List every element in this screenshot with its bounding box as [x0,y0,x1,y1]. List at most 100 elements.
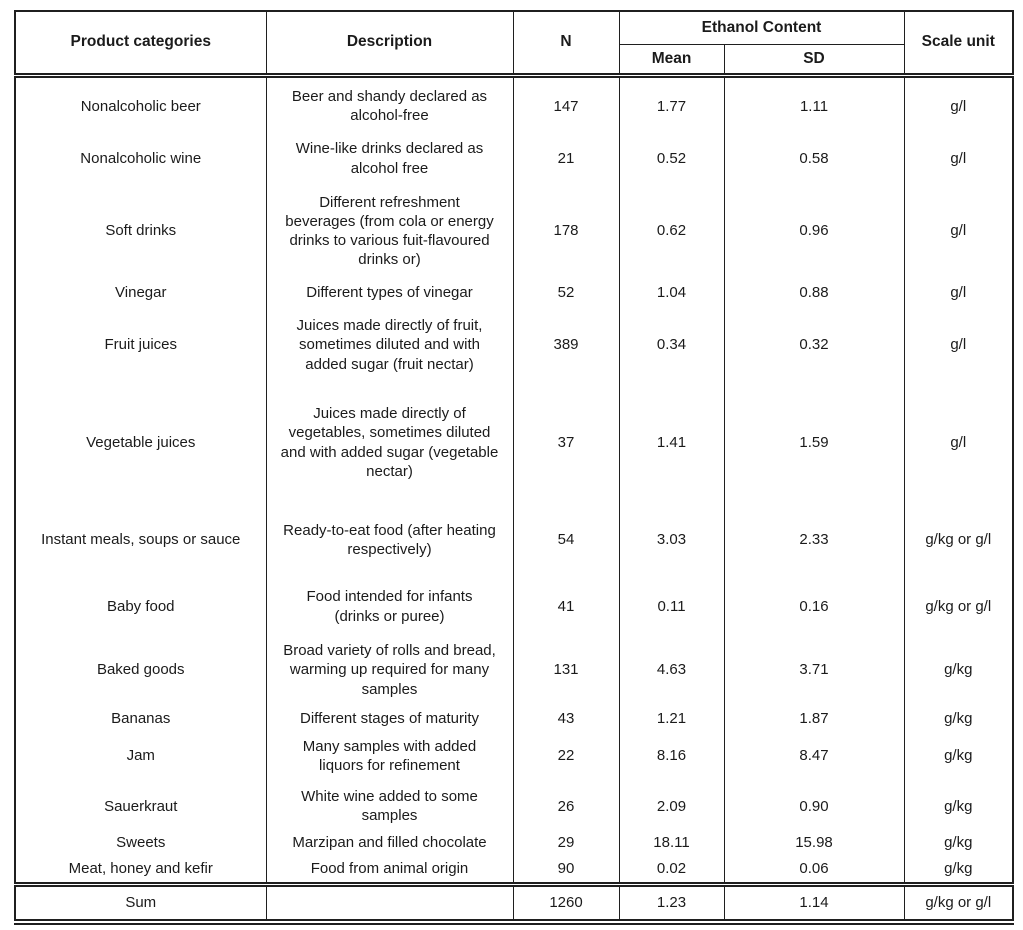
cell-description: Beer and shandy declared as alcohol-free [265,75,514,135]
cell-description: Different types of vinegar [265,280,514,305]
cell-sd: 0.06 [723,854,905,885]
table-header: Product categories Description N Ethanol… [14,11,1014,78]
cell-mean: 2.09 [618,781,725,832]
cell-sd: 1.87 [723,707,905,731]
col-header-product-categories: Product categories [14,11,267,78]
cell-sd: 0.32 [723,305,905,385]
table-row: Instant meals, soups or sauce Ready-to-ea… [14,500,1014,580]
cell-description: Food intended for infants (drinks or pur… [265,580,514,633]
cell-sd: 15.98 [723,831,905,855]
cell-mean: 1.23 [618,881,725,925]
table-row: Meat, honey and kefir Food from animal or… [14,854,1014,885]
cell-n: 389 [512,305,620,385]
cell-description: Food from animal origin [265,854,514,885]
cell-sd: 3.71 [723,633,905,707]
cell-description: Juices made directly of fruit, sometimes… [265,305,514,385]
cell-product-category: Soft drinks [14,182,267,280]
cell-description: Broad variety of rolls and bread, warmin… [265,633,514,707]
cell-scale-unit: g/kg [903,730,1014,782]
cell-product-category: Vinegar [14,280,267,305]
cell-n: 41 [512,580,620,633]
cell-scale-unit: g/l [903,182,1014,280]
ethanol-content-table: Product categories Description N Ethanol… [14,10,1014,925]
cell-product-category: Instant meals, soups or sauce [14,500,267,580]
cell-scale-unit: g/kg [903,707,1014,731]
col-header-description: Description [265,11,514,78]
header-row-top: Product categories Description N Ethanol… [14,11,1014,78]
cell-sd: 0.16 [723,580,905,633]
cell-sd: 0.96 [723,182,905,280]
table-sum-row: Sum 1260 1.23 1.14 g/kg or g/l [14,881,1014,925]
cell-scale-unit: g/l [903,135,1014,182]
cell-n: 22 [512,730,620,782]
cell-sd: 1.59 [723,385,905,500]
cell-scale-unit: g/l [903,305,1014,385]
cell-product-category: Jam [14,730,267,782]
cell-n: 90 [512,854,620,885]
cell-scale-unit: g/l [903,75,1014,135]
cell-mean: 0.02 [618,854,725,885]
cell-scale-unit: g/kg [903,854,1014,885]
cell-n: 43 [512,707,620,731]
cell-sd: 8.47 [723,730,905,782]
cell-scale-unit: g/l [903,385,1014,500]
cell-description: White wine added to some samples [265,781,514,832]
cell-sd: 2.33 [723,500,905,580]
cell-sd: 1.11 [723,75,905,135]
cell-n: 29 [512,831,620,855]
cell-scale-unit: g/l [903,280,1014,305]
cell-scale-unit: g/kg or g/l [903,580,1014,633]
cell-mean: 0.11 [618,580,725,633]
cell-product-category: Sum [14,881,267,925]
cell-n: 52 [512,280,620,305]
table-row: Baked goods Broad variety of rolls and br… [14,633,1014,707]
col-header-ethanol-content: Ethanol Content [618,11,905,45]
cell-n: 26 [512,781,620,832]
cell-product-category: Sauerkraut [14,781,267,832]
cell-n: 1260 [512,881,620,925]
cell-product-category: Bananas [14,707,267,731]
cell-product-category: Meat, honey and kefir [14,854,267,885]
header-row-bottom: Mean SD [15,44,1013,78]
cell-sd: 0.90 [723,781,905,832]
cell-product-category: Vegetable juices [14,385,267,500]
cell-n: 54 [512,500,620,580]
cell-description: Many samples with added liquors for refi… [265,730,514,782]
cell-description: Different stages of maturity [265,707,514,731]
cell-mean: 1.21 [618,707,725,731]
cell-n: 178 [512,182,620,280]
cell-product-category: Fruit juices [14,305,267,385]
table-body: Nonalcoholic beer Beer and shandy declare… [14,75,1014,925]
cell-mean: 18.11 [618,831,725,855]
cell-description [265,881,514,925]
cell-description: Marzipan and filled chocolate [265,831,514,855]
cell-scale-unit: g/kg [903,633,1014,707]
cell-mean: 8.16 [618,730,725,782]
col-header-n: N [512,11,620,78]
cell-n: 147 [512,75,620,135]
cell-product-category: Baby food [14,580,267,633]
cell-n: 21 [512,135,620,182]
col-header-scale-unit: Scale unit [903,11,1014,78]
table-row: Fruit juices Juices made directly of frui… [14,305,1014,385]
cell-sd: 0.88 [723,280,905,305]
cell-mean: 0.52 [618,135,725,182]
cell-sd: 0.58 [723,135,905,182]
cell-description: Different refreshment beverages (from co… [265,182,514,280]
table-row: Sweets Marzipan and filled chocolate 29 18.… [14,831,1014,855]
cell-mean: 1.41 [618,385,725,500]
cell-scale-unit: g/kg [903,831,1014,855]
table-row: Bananas Different stages of maturity 43 1.2… [14,707,1014,731]
cell-mean: 3.03 [618,500,725,580]
cell-description: Ready-to-eat food (after heating respect… [265,500,514,580]
table-row: Baby food Food intended for infants (drin… [14,580,1014,633]
cell-scale-unit: g/kg or g/l [903,500,1014,580]
cell-product-category: Sweets [14,831,267,855]
cell-scale-unit: g/kg [903,781,1014,832]
cell-sd: 1.14 [723,881,905,925]
table-row: Nonalcoholic beer Beer and shandy declare… [14,75,1014,135]
cell-mean: 0.34 [618,305,725,385]
table-row: Vegetable juices Juices made directly of … [14,385,1014,500]
table-row: Sauerkraut White wine added to some sampl… [14,781,1014,832]
